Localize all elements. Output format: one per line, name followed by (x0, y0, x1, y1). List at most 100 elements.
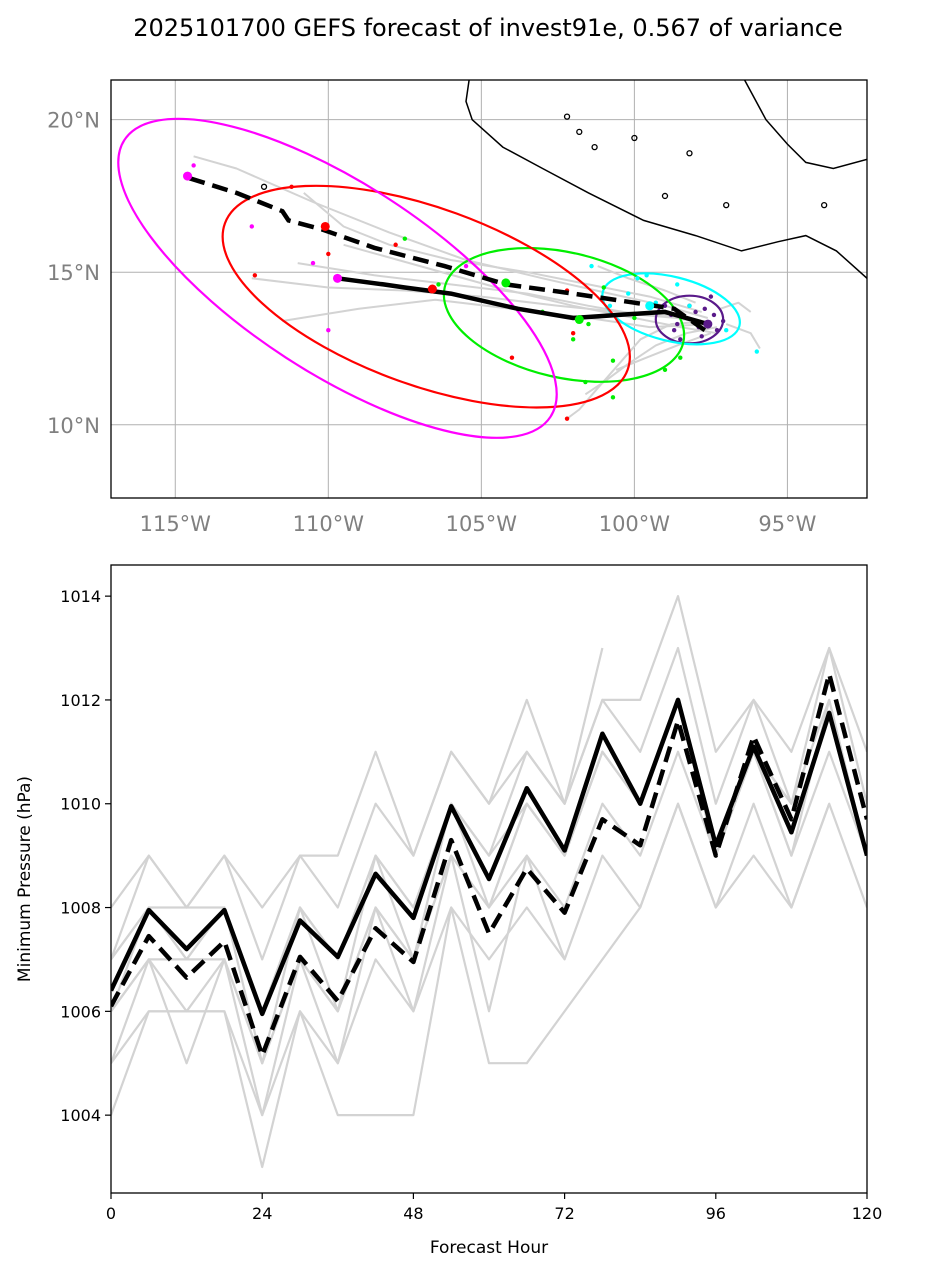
mean-position (645, 301, 655, 311)
pressure-dashed-line (111, 671, 867, 1058)
member-position (583, 379, 588, 385)
map-lat-tick-label: 15°N (47, 261, 100, 285)
member-position (601, 285, 606, 290)
pressure-member-line (111, 594, 867, 960)
island-outline (686, 150, 693, 157)
member-position (702, 306, 707, 312)
map-frame (110, 79, 868, 499)
map-lon-tick-label: 95°W (758, 512, 816, 536)
member-track (297, 262, 708, 326)
member-track (343, 243, 718, 335)
pressure-frame (110, 564, 868, 1194)
pressure-member-line (111, 854, 566, 1117)
member-position (644, 273, 649, 278)
member-position (610, 395, 616, 400)
island-outline (631, 134, 638, 142)
member-position (671, 327, 677, 333)
member-position (678, 337, 683, 342)
mean-position (501, 278, 511, 288)
member-track (615, 332, 712, 371)
coastline-segment (465, 80, 867, 279)
mean-position (574, 315, 584, 325)
member-position (191, 163, 196, 168)
member-position (687, 303, 692, 308)
pressure-ticks: 0 24 48 72 96 120 1004 1006 1008 1010 1012 1014 (60, 587, 882, 1223)
pressure-x-tick-label: 72 (554, 1204, 574, 1223)
member-position (714, 327, 720, 333)
member-position (693, 309, 698, 315)
member-position (402, 236, 408, 241)
member-position (436, 282, 441, 287)
map-lon-tick-label: 100°W (599, 512, 671, 536)
member-position (662, 367, 668, 373)
coastline-segment (743, 80, 867, 170)
map-tick-labels: 115°W 110°W 105°W 100°W 95°W 20°N 15°N 10°N (47, 109, 817, 536)
member-position (586, 321, 591, 327)
pressure-ylabel: Minimum Pressure (hPa) (15, 776, 35, 982)
mean-position (332, 273, 342, 283)
pressure-x-tick-label: 120 (852, 1204, 883, 1223)
pressure-x-tick-label: 0 (106, 1204, 116, 1223)
mean-position (427, 284, 437, 294)
map-lat-tick-label: 10°N (47, 414, 100, 438)
mean-position (703, 319, 713, 329)
island-outline (820, 201, 828, 209)
map-lat-tick-label: 20°N (47, 109, 100, 133)
map-lon-tick-label: 110°W (293, 512, 365, 536)
member-track (303, 192, 702, 313)
member-position (570, 337, 576, 342)
island-outline (260, 183, 268, 190)
pressure-y-tick-label: 1014 (60, 587, 101, 606)
member-position (326, 327, 331, 333)
pressure-member-line (111, 802, 867, 1117)
member-position (675, 282, 680, 287)
member-position (678, 355, 683, 360)
member-position (289, 184, 294, 189)
member-position (724, 327, 729, 333)
pressure-x-tick-label: 96 (706, 1204, 726, 1223)
map-coastline (260, 80, 867, 279)
member-position (610, 358, 616, 363)
member-position (252, 273, 258, 278)
member-position (509, 355, 515, 360)
member-position (632, 315, 637, 321)
member-track (193, 155, 709, 319)
member-position (754, 349, 760, 354)
mean-position (320, 221, 330, 231)
member-position (675, 321, 680, 327)
pressure-member-line (111, 698, 867, 1065)
map-uncertainty-ellipses (117, 117, 741, 439)
island-outline (563, 113, 571, 120)
map-lon-tick-label: 115°W (140, 512, 212, 536)
member-position (720, 318, 726, 324)
member-position (326, 251, 331, 257)
member-track (725, 323, 761, 350)
pressure-y-tick-label: 1012 (60, 691, 101, 710)
pressure-x-tick-label: 48 (403, 1204, 423, 1223)
pressure-y-tick-label: 1008 (60, 899, 101, 918)
island-outline (591, 143, 598, 151)
member-position (249, 224, 254, 229)
member-track (719, 301, 752, 313)
island-outline (723, 201, 730, 209)
track-map-panel: 115°W 110°W 105°W 100°W 95°W 20°N 15°N 10°N (47, 79, 868, 536)
member-position (711, 312, 717, 318)
mean-position (183, 171, 193, 181)
figure-title: 2025101700 GEFS forecast of invest91e, 0… (133, 14, 843, 42)
member-position (626, 291, 631, 296)
member-position (635, 276, 640, 281)
map-ensemble-tracks (186, 175, 709, 333)
map-lon-tick-label: 105°W (446, 512, 518, 536)
member-position (699, 334, 704, 339)
ensemble-mean-track (337, 276, 709, 327)
pressure-panel: 0 24 48 72 96 120 1004 1006 1008 1010 1012 1014 For… (15, 564, 882, 1258)
pressure-y-tick-label: 1006 (60, 1002, 101, 1021)
member-position (708, 294, 714, 299)
uncertainty-ellipse (442, 246, 686, 383)
pressure-mean-lines (111, 671, 867, 1058)
member-position (393, 242, 398, 247)
pressure-member-line (111, 802, 831, 1169)
member-position (607, 303, 613, 308)
uncertainty-ellipse (117, 117, 558, 439)
